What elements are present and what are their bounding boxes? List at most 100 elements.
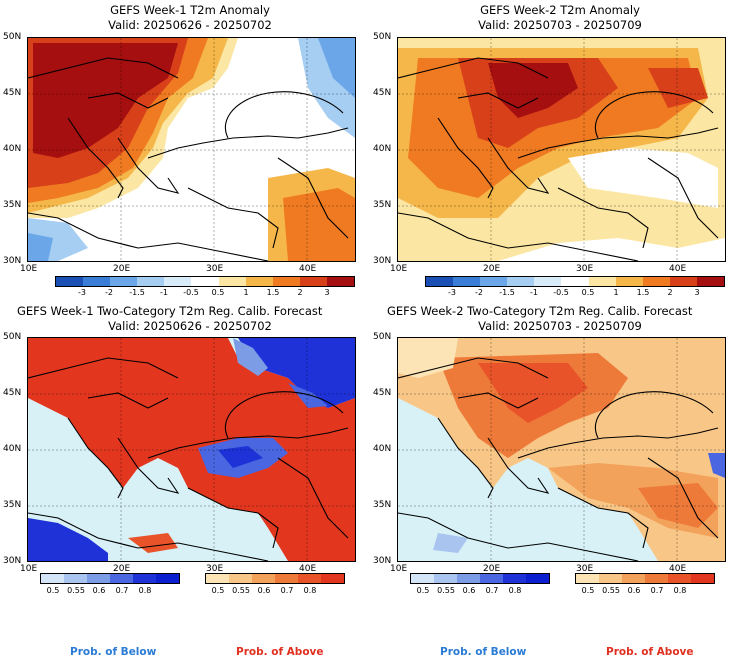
- lon-label: 10E: [20, 264, 38, 274]
- probability-map-image: [398, 338, 725, 561]
- colorbar-label: 1: [243, 288, 249, 297]
- map-week2-probability: [397, 337, 726, 562]
- probability-map-image: [28, 338, 355, 561]
- colorbar-label: 0.55: [232, 586, 250, 595]
- prob-below-colorbar: [40, 573, 180, 584]
- colorbar-label: -3: [448, 288, 456, 297]
- colorbar-label: -1.5: [129, 288, 145, 297]
- lon-label: 20E: [113, 264, 131, 274]
- lat-label: 40N: [3, 144, 22, 154]
- map-week1-anomaly: [27, 37, 356, 262]
- colorbar-label: 0.6: [92, 586, 106, 595]
- panel-week1-probability: GEFS Week-1 Two-Category T2m Reg. Calib.…: [0, 301, 370, 601]
- colorbar-label: 3: [694, 288, 700, 297]
- lon-label: 30E: [206, 264, 224, 274]
- colorbar-label: 0.7: [650, 586, 664, 595]
- colorbar-label: 0.5: [211, 288, 225, 297]
- prob-above-label: Prob. of Above: [606, 646, 694, 658]
- panel-week2-probability: GEFS Week-2 Two-Category T2m Reg. Calib.…: [370, 301, 740, 601]
- lat-label: 50N: [373, 32, 392, 42]
- colorbar-label: 1.5: [266, 288, 280, 297]
- colorbar-label: 0.7: [280, 586, 294, 595]
- colorbar-label: 0.8: [673, 586, 687, 595]
- colorbar-label: 0.5: [581, 586, 595, 595]
- lon-label: 20E: [483, 264, 501, 274]
- lat-label: 45N: [373, 388, 392, 398]
- lon-label: 40E: [299, 264, 317, 274]
- panel-valid-dates: Valid: 20250626 - 20250702: [108, 319, 272, 333]
- lat-label: 40N: [373, 144, 392, 154]
- anomaly-map-image: [398, 38, 725, 261]
- lat-label: 30N: [373, 556, 392, 566]
- lat-label: 30N: [3, 556, 22, 566]
- colorbar-label: 0.6: [257, 586, 271, 595]
- lat-label: 30N: [3, 256, 22, 266]
- colorbar-label: 0.55: [602, 586, 620, 595]
- colorbar-label: 0.8: [138, 586, 152, 595]
- lon-label: 30E: [206, 564, 224, 574]
- lon-label: 10E: [20, 564, 38, 574]
- prob-above-label: Prob. of Above: [236, 646, 324, 658]
- lat-label: 50N: [3, 32, 22, 42]
- colorbar-label: -2: [105, 288, 113, 297]
- lat-label: 35N: [3, 500, 22, 510]
- colorbar-label: 0.6: [462, 586, 476, 595]
- lat-label: 35N: [373, 500, 392, 510]
- lat-label: 45N: [3, 88, 22, 98]
- colorbar-label: 2: [297, 288, 303, 297]
- lon-label: 20E: [483, 564, 501, 574]
- prob-above-colorbar: [205, 573, 345, 584]
- colorbar-label: 1: [613, 288, 619, 297]
- prob-above-colorbar: [575, 573, 715, 584]
- colorbar-label: -1.5: [499, 288, 515, 297]
- anomaly-colorbar: [425, 276, 725, 287]
- colorbar-label: -1: [160, 288, 168, 297]
- map-week1-probability: [27, 337, 356, 562]
- panel-valid-dates: Valid: 20250703 - 20250709: [478, 18, 642, 32]
- panel-week1-anomaly: GEFS Week-1 T2m Anomaly Valid: 20250626 …: [0, 0, 370, 300]
- colorbar-label: -2: [475, 288, 483, 297]
- lat-label: 30N: [373, 256, 392, 266]
- colorbar-label: -0.5: [183, 288, 199, 297]
- colorbar-label: 0.55: [437, 586, 455, 595]
- colorbar-label: 0.7: [485, 586, 499, 595]
- lat-label: 50N: [373, 332, 392, 342]
- prob-below-colorbar: [410, 573, 550, 584]
- colorbar-label: 0.8: [508, 586, 522, 595]
- lon-label: 10E: [390, 564, 408, 574]
- panel-valid-dates: Valid: 20250703 - 20250709: [478, 319, 642, 333]
- lon-label: 40E: [669, 564, 687, 574]
- panel-week2-anomaly: GEFS Week-2 T2m Anomaly Valid: 20250703 …: [370, 0, 740, 300]
- lat-label: 45N: [373, 88, 392, 98]
- lat-label: 40N: [3, 444, 22, 454]
- map-week2-anomaly: [397, 37, 726, 262]
- lon-label: 10E: [390, 264, 408, 274]
- lat-label: 35N: [373, 200, 392, 210]
- colorbar-label: 3: [324, 288, 330, 297]
- lon-label: 30E: [576, 564, 594, 574]
- lon-label: 20E: [113, 564, 131, 574]
- colorbar-label: -3: [78, 288, 86, 297]
- panel-valid-dates: Valid: 20250626 - 20250702: [108, 18, 272, 32]
- colorbar-label: 0.5: [581, 288, 595, 297]
- panel-title: GEFS Week-1 T2m Anomaly: [110, 3, 270, 17]
- panel-title: GEFS Week-1 Two-Category T2m Reg. Calib.…: [17, 304, 323, 318]
- lat-label: 40N: [373, 444, 392, 454]
- colorbar-label: 0.8: [303, 586, 317, 595]
- lat-label: 50N: [3, 332, 22, 342]
- panel-title: GEFS Week-2 Two-Category T2m Reg. Calib.…: [387, 304, 693, 318]
- colorbar-label: -1: [530, 288, 538, 297]
- colorbar-label: 0.5: [416, 586, 430, 595]
- lon-label: 40E: [669, 264, 687, 274]
- prob-below-label: Prob. of Below: [70, 646, 157, 658]
- lon-label: 40E: [299, 564, 317, 574]
- lat-label: 45N: [3, 388, 22, 398]
- colorbar-label: 0.5: [46, 586, 60, 595]
- lat-label: 35N: [3, 200, 22, 210]
- lon-label: 30E: [576, 264, 594, 274]
- panel-title: GEFS Week-2 T2m Anomaly: [480, 3, 640, 17]
- colorbar-label: 2: [667, 288, 673, 297]
- colorbar-label: 0.6: [627, 586, 641, 595]
- colorbar-label: 0.5: [211, 586, 225, 595]
- colorbar-label: 1.5: [636, 288, 650, 297]
